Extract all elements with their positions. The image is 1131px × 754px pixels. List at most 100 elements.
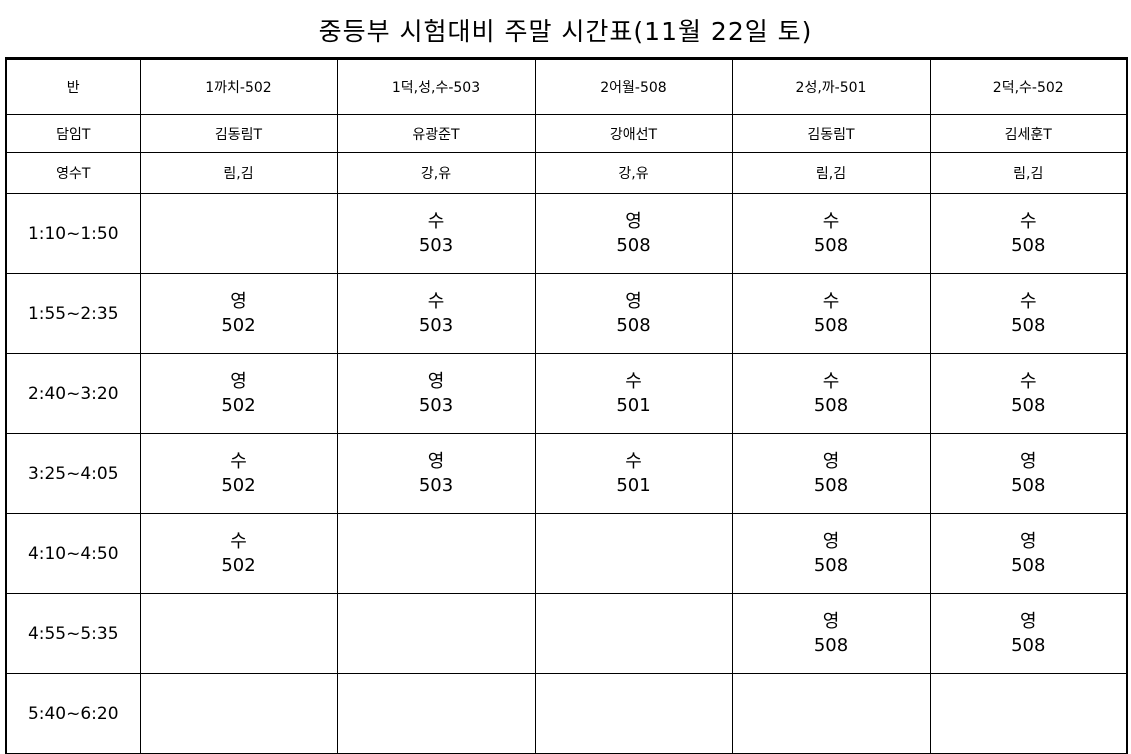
schedule-cell: 영 508 <box>929 513 1128 594</box>
room: 502 <box>221 394 256 416</box>
room: 508 <box>813 474 849 496</box>
subject: 수 <box>1019 210 1037 232</box>
subject: 영 <box>822 610 840 632</box>
subject: 수 <box>822 290 840 312</box>
subject: 영 <box>625 210 642 232</box>
room: 508 <box>1011 554 1046 576</box>
subject: 영 <box>1019 450 1037 472</box>
english-math-teacher-label: 영수T <box>5 152 141 194</box>
schedule-cell: 수 501 <box>534 353 733 434</box>
subject: 수 <box>625 370 642 392</box>
schedule-cell: 영 503 <box>336 353 536 434</box>
table-row: 4:55~5:35 영 508 영 508 <box>5 593 1128 674</box>
homeroom-teacher-row: 담임T 김동림T 유광준T 강애선T 김동림T 김세훈T <box>5 114 1128 153</box>
room: 502 <box>221 554 256 576</box>
subject: 영 <box>427 450 445 472</box>
subject: 영 <box>1019 610 1037 632</box>
table-row: 1:10~1:50 수 503 영 508 수 508 수 508 <box>5 193 1128 274</box>
schedule-cell <box>534 593 733 674</box>
room: 508 <box>616 314 651 336</box>
time-slot: 2:40~3:20 <box>5 353 141 434</box>
schedule-cell: 수 508 <box>929 353 1128 434</box>
time-slot: 3:25~4:05 <box>5 433 141 514</box>
room: 502 <box>221 474 256 496</box>
homeroom-teacher-label: 담임T <box>5 114 141 153</box>
room: 508 <box>813 554 849 576</box>
schedule-cell: 영 508 <box>731 513 931 594</box>
room: 508 <box>813 394 849 416</box>
subject: 영 <box>822 450 840 472</box>
schedule-cell <box>731 673 931 754</box>
class-header-cell: 2성,까-501 <box>731 58 931 115</box>
room: 508 <box>1011 474 1046 496</box>
schedule-cell: 영 508 <box>731 433 931 514</box>
table-row: 4:10~4:50 수 502 영 508 영 508 <box>5 513 1128 594</box>
subject: 영 <box>230 290 247 312</box>
schedule-cell: 영 503 <box>336 433 536 514</box>
class-header-cell: 2어월-508 <box>534 58 733 115</box>
schedule-cell: 영 508 <box>534 193 733 274</box>
schedule-cell <box>139 673 338 754</box>
room: 503 <box>418 234 454 256</box>
english-math-teacher-cell: 강,유 <box>534 152 733 194</box>
schedule-cell <box>336 593 536 674</box>
room: 508 <box>1011 634 1046 656</box>
table-row: 5:40~6:20 <box>5 673 1128 754</box>
schedule-cell: 수 503 <box>336 273 536 354</box>
homeroom-teacher-cell: 김동림T <box>731 114 931 153</box>
schedule-cell: 수 508 <box>731 193 931 274</box>
schedule-cell <box>336 673 536 754</box>
schedule-cell <box>534 513 733 594</box>
time-slot: 4:55~5:35 <box>5 593 141 674</box>
subject: 영 <box>1019 530 1037 552</box>
schedule-cell <box>139 593 338 674</box>
english-math-teacher-cell: 림,김 <box>731 152 931 194</box>
room: 501 <box>616 474 651 496</box>
room: 502 <box>221 314 256 336</box>
schedule-cell: 수 508 <box>731 273 931 354</box>
room: 501 <box>616 394 651 416</box>
homeroom-teacher-cell: 유광준T <box>336 114 536 153</box>
subject: 수 <box>822 210 840 232</box>
time-slot: 1:55~2:35 <box>5 273 141 354</box>
room: 503 <box>418 314 454 336</box>
schedule-cell: 수 508 <box>929 193 1128 274</box>
room: 508 <box>813 634 849 656</box>
schedule-cell: 수 508 <box>929 273 1128 354</box>
room: 508 <box>1011 234 1046 256</box>
schedule-cell: 수 502 <box>139 433 338 514</box>
room: 508 <box>813 314 849 336</box>
english-math-teacher-row: 영수T 림,김 강,유 강,유 림,김 림,김 <box>5 152 1128 194</box>
schedule-cell: 수 503 <box>336 193 536 274</box>
schedule-cell: 수 502 <box>139 513 338 594</box>
schedule-cell <box>534 673 733 754</box>
time-slot: 1:10~1:50 <box>5 193 141 274</box>
schedule-cell: 영 508 <box>929 593 1128 674</box>
subject: 수 <box>427 210 445 232</box>
time-slot: 4:10~4:50 <box>5 513 141 594</box>
subject: 수 <box>822 370 840 392</box>
english-math-teacher-cell: 림,김 <box>929 152 1128 194</box>
schedule-cell <box>336 513 536 594</box>
schedule-cell: 영 508 <box>929 433 1128 514</box>
time-slot: 5:40~6:20 <box>5 673 141 754</box>
subject: 수 <box>625 450 642 472</box>
page-title: 중등부 시험대비 주말 시간표(11월 22일 토) <box>318 17 813 46</box>
room: 508 <box>616 234 651 256</box>
subject: 수 <box>1019 370 1037 392</box>
schedule-cell: 영 508 <box>534 273 733 354</box>
subject: 영 <box>625 290 642 312</box>
class-header-cell: 1덕,성,수-503 <box>336 58 536 115</box>
class-header-label: 반 <box>5 58 141 115</box>
room: 508 <box>813 234 849 256</box>
english-math-teacher-cell: 림,김 <box>139 152 338 194</box>
room: 503 <box>418 394 454 416</box>
table-row: 2:40~3:20 영 502 영 503 수 501 수 508 수 508 <box>5 353 1128 434</box>
subject: 영 <box>230 370 247 392</box>
subject: 영 <box>427 370 445 392</box>
class-header-row: 반 1까치-502 1덕,성,수-503 2어월-508 2성,까-501 2덕,수-50… <box>5 58 1128 115</box>
table-row: 3:25~4:05 수 502 영 503 수 501 영 508 영 508 <box>5 433 1128 514</box>
subject: 수 <box>230 530 247 552</box>
homeroom-teacher-cell: 김동림T <box>139 114 338 153</box>
schedule-cell <box>929 673 1128 754</box>
